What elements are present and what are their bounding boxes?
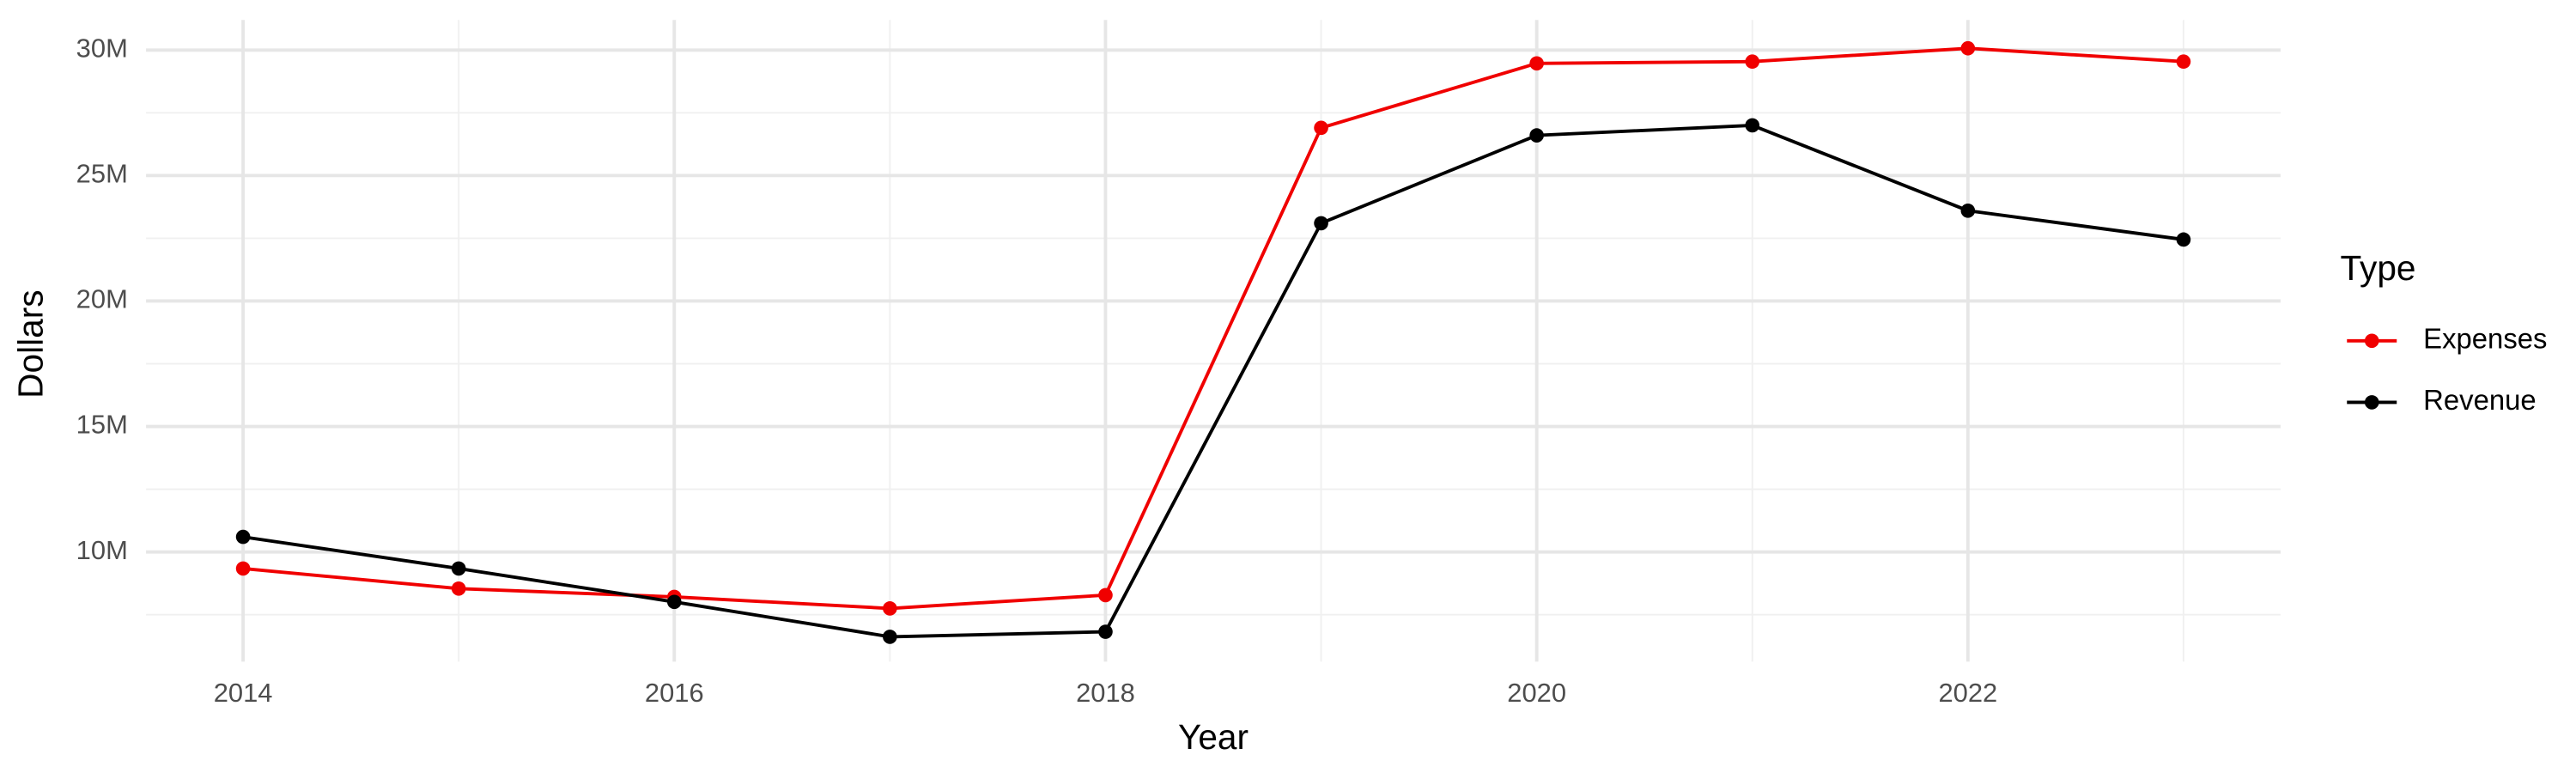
- data-point: [451, 581, 466, 596]
- y-tick-label: 20M: [76, 284, 128, 314]
- legend-marker: [2364, 395, 2379, 410]
- x-tick-label: 2016: [645, 678, 704, 708]
- data-point: [1960, 203, 1976, 218]
- y-tick-label: 30M: [76, 33, 128, 63]
- data-point: [2176, 54, 2191, 70]
- data-point: [2176, 232, 2191, 247]
- data-point: [883, 630, 897, 644]
- data-point: [1960, 40, 1976, 56]
- data-point: [883, 601, 897, 616]
- data-point: [1098, 624, 1113, 639]
- legend-title: Type: [2341, 248, 2416, 288]
- x-tick-label: 2020: [1507, 678, 1566, 708]
- plot: [235, 40, 2191, 644]
- grid: 10M 15M 20M 25M 30M 2014 2016 2018 2020 2022: [76, 20, 2281, 708]
- data-point: [1314, 216, 1328, 231]
- y-tick-label: 15M: [76, 410, 128, 440]
- legend-marker: [2364, 333, 2379, 349]
- series-line: [242, 123, 2184, 639]
- data-point: [1098, 587, 1113, 603]
- legend-label: Expenses: [2423, 322, 2547, 354]
- data-point: [1745, 118, 1760, 133]
- series-line: [242, 46, 2184, 611]
- data-point: [1314, 120, 1328, 136]
- x-tick-label: 2022: [1938, 678, 1997, 708]
- x-tick-label: 2018: [1076, 678, 1135, 708]
- data-point: [235, 529, 251, 545]
- legend-label: Revenue: [2423, 384, 2537, 416]
- y-tick-label: 10M: [76, 535, 128, 565]
- data-point: [1529, 128, 1544, 143]
- data-point: [1745, 54, 1760, 70]
- y-axis-title: Dollars: [10, 289, 50, 398]
- data-point: [451, 561, 466, 576]
- y-tick-label: 25M: [76, 159, 128, 189]
- legend: Type Expenses Revenue: [2341, 248, 2548, 416]
- x-axis-title: Year: [1178, 717, 1249, 757]
- x-tick-label: 2014: [214, 678, 273, 708]
- data-point: [1529, 56, 1544, 71]
- data-point: [666, 594, 682, 610]
- data-point: [235, 561, 251, 576]
